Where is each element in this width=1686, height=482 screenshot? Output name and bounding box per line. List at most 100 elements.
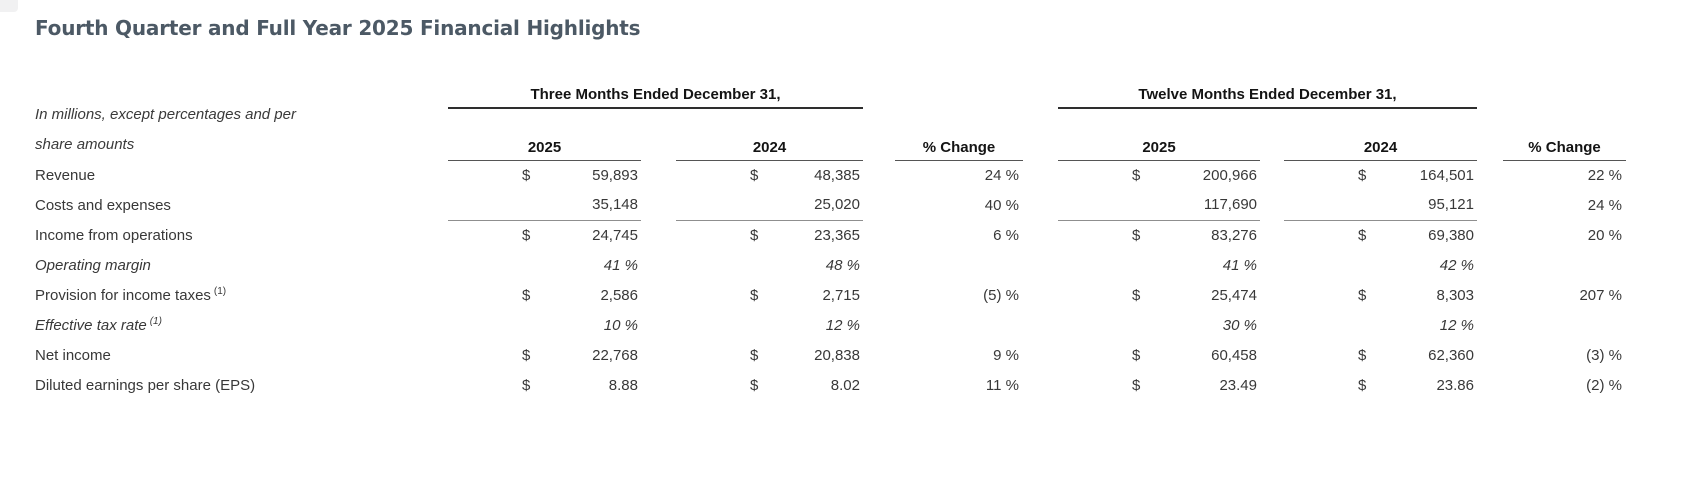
cell-y-2024: 12 %	[1284, 310, 1477, 340]
cell-q-pct-change: 11 %	[985, 376, 1019, 394]
row-label-text: Net income	[35, 346, 111, 364]
row-label: Costs and expenses	[35, 190, 448, 220]
cell-value: 2,586	[600, 286, 638, 304]
cell-y-2024: 42 %	[1284, 250, 1477, 280]
spacer	[1023, 78, 1058, 108]
col-header-q-2024: 2024	[676, 130, 863, 161]
spacer	[863, 160, 895, 190]
cell-q-2024: 12 %	[676, 310, 863, 340]
cell-y-2025: 30 %	[1058, 310, 1260, 340]
spacer	[641, 160, 676, 190]
footnote-marker: (1)	[213, 285, 227, 297]
cell-q-pct-change: 24 %	[984, 166, 1019, 184]
cell-q-pct-change: 6 %	[993, 226, 1019, 244]
cell-value: 59,893	[592, 166, 638, 184]
units-note-line1: In millions, except percentages and per	[35, 106, 296, 123]
cell-value: 60,458	[1211, 346, 1257, 364]
table-row: Income from operations $24,745 $23,365 6…	[35, 220, 1626, 250]
cell-q-2025: $59,893	[448, 160, 641, 190]
cell-y-2024: $164,501	[1284, 160, 1477, 190]
cell-value: 2,715	[822, 286, 860, 304]
row-label-text: Costs and expenses	[35, 196, 171, 214]
cell-y-2025: $200,966	[1058, 160, 1260, 190]
spacer	[448, 108, 1626, 130]
dollar-sign: $	[1358, 166, 1367, 184]
table-row: Provision for income taxes (1) $2,586 $2,…	[35, 280, 1626, 310]
spacer	[1023, 160, 1058, 190]
row-label-text: Provision for income taxes	[35, 286, 211, 304]
cell-value: 20,838	[814, 346, 860, 364]
dollar-sign: $	[750, 166, 759, 184]
spacer	[1260, 340, 1284, 370]
dollar-sign: $	[1358, 226, 1367, 244]
cell-value: 62,360	[1428, 346, 1474, 364]
spacer	[1477, 340, 1503, 370]
units-note: In millions, except percentages and per …	[35, 78, 448, 160]
spacer	[1260, 370, 1284, 400]
cell-value: 69,380	[1428, 226, 1474, 244]
dollar-sign: $	[1132, 286, 1141, 304]
cell-value: 22,768	[592, 346, 638, 364]
spacer	[1023, 340, 1058, 370]
cell-q-2024: $8.02	[676, 370, 863, 400]
spacer	[1260, 160, 1284, 190]
dollar-sign: $	[522, 166, 531, 184]
dollar-sign: $	[522, 286, 531, 304]
table-row: Operating margin 41 % 48 % 41 % 42 %	[35, 250, 1626, 280]
table-body: Revenue $59,893 $48,385 24 % $200,966 $1…	[35, 160, 1626, 400]
cell-q-2024: $20,838	[676, 340, 863, 370]
cell-value: 23.49	[1219, 376, 1257, 394]
cell-value: 8.88	[608, 376, 638, 394]
cell-y-2024: $23.86	[1284, 370, 1477, 400]
table-row: Net income $22,768 $20,838 9 % $60,458 $…	[35, 340, 1626, 370]
section-header-three-months: Three Months Ended December 31,	[448, 78, 863, 109]
cell-value: 117,690	[1203, 196, 1257, 214]
cell-y-2025: 41 %	[1058, 250, 1260, 280]
col-header-y-2025: 2025	[1058, 130, 1260, 161]
spacer	[1023, 370, 1058, 400]
cell-value: 12 %	[1439, 316, 1474, 334]
spacer	[641, 340, 676, 370]
col-header-y-pct-change: % Change	[1503, 130, 1626, 161]
spacer	[641, 220, 676, 250]
cell-value: 95,121	[1428, 196, 1474, 214]
table-row: Revenue $59,893 $48,385 24 % $200,966 $1…	[35, 160, 1626, 190]
spacer	[1477, 370, 1503, 400]
spacer	[1023, 250, 1058, 280]
dollar-sign: $	[1358, 346, 1367, 364]
spacer	[641, 310, 676, 340]
financial-highlights-page: Fourth Quarter and Full Year 2025 Financ…	[35, 16, 1626, 400]
spacer	[863, 310, 895, 340]
spacer	[1477, 130, 1503, 160]
spacer	[1260, 250, 1284, 280]
row-label: Provision for income taxes (1)	[35, 280, 448, 310]
spacer	[1260, 220, 1284, 250]
cell-y-2025: $25,474	[1058, 280, 1260, 310]
dollar-sign: $	[750, 346, 759, 364]
spacer	[863, 370, 895, 400]
spacer	[641, 280, 676, 310]
spacer	[895, 78, 1023, 108]
cell-q-2025: $22,768	[448, 340, 641, 370]
cell-q-2025: $2,586	[448, 280, 641, 310]
spacer	[1477, 190, 1503, 220]
table-row: Costs and expenses 35,148 25,020 40 % 11…	[35, 190, 1626, 221]
cell-q-pct-change: (5) %	[983, 286, 1019, 304]
spacer	[1477, 280, 1503, 310]
dollar-sign: $	[522, 346, 531, 364]
spacer	[863, 220, 895, 250]
footnote-marker: (1)	[149, 315, 162, 327]
row-label-text: Revenue	[35, 166, 96, 184]
cell-q-2024: 25,020	[676, 190, 863, 221]
row-label-text: Operating margin	[35, 256, 151, 274]
cell-y-pct-change: 24 %	[1587, 196, 1622, 214]
cell-value: 25,474	[1211, 286, 1257, 304]
cell-value: 35,148	[592, 196, 638, 214]
table-row: Effective tax rate (1) 10 % 12 % 30 % 12 …	[35, 310, 1626, 340]
financial-table: In millions, except percentages and per …	[35, 78, 1626, 400]
cell-value: 10 %	[603, 316, 638, 334]
cell-q-2025: 10 %	[448, 310, 641, 340]
cell-value: 30 %	[1222, 316, 1257, 334]
row-label: Diluted earnings per share (EPS)	[35, 370, 448, 400]
cell-y-pct-change: 22 %	[1587, 166, 1622, 184]
